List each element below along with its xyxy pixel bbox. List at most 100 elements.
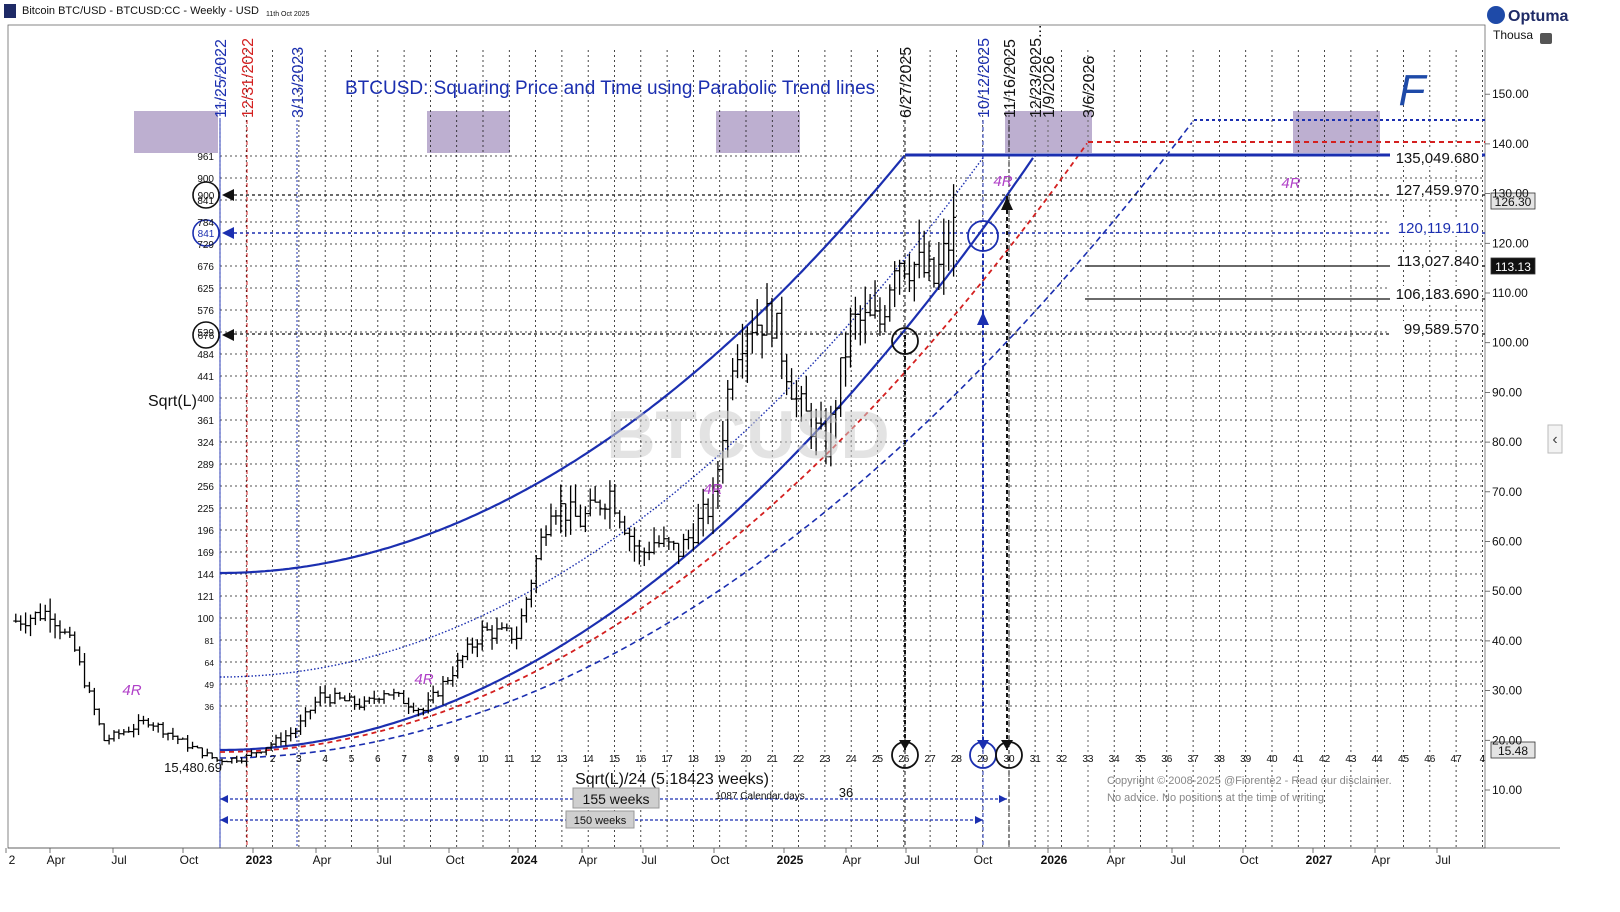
price-bar bbox=[857, 305, 863, 346]
price-bar bbox=[892, 261, 898, 308]
span-155-weeks-head-left bbox=[220, 795, 228, 803]
price-bar bbox=[253, 752, 259, 758]
price-bar bbox=[499, 622, 505, 630]
time-axis-label: Jul bbox=[641, 853, 656, 867]
week-count-label: 30 bbox=[1003, 754, 1015, 765]
price-bar bbox=[57, 620, 63, 640]
app-icon bbox=[4, 4, 16, 18]
sqrt-tick-label: 841 bbox=[197, 196, 214, 207]
week-count-label: 11 bbox=[504, 754, 515, 765]
price-bar bbox=[587, 488, 593, 517]
author-logo: F bbox=[1399, 66, 1428, 115]
price-bar bbox=[371, 690, 377, 704]
week-count-label: 45 bbox=[1398, 754, 1410, 765]
time-axis-label: Apr bbox=[579, 853, 598, 867]
time-axis-label: Oct bbox=[1240, 853, 1259, 867]
sqrt-tick-label: 729 bbox=[197, 240, 214, 251]
time-axis-label: 2027 bbox=[1306, 853, 1333, 867]
week-count-label: 34 bbox=[1109, 754, 1121, 765]
week-count-label: 28 bbox=[951, 754, 963, 765]
price-bar bbox=[28, 614, 34, 637]
right-axis-label: 100.00 bbox=[1492, 336, 1529, 350]
price-bar bbox=[239, 757, 245, 764]
week-count-label: 6 bbox=[375, 754, 381, 765]
astro-symbol: 4R bbox=[1281, 175, 1300, 192]
circled-level-arrow bbox=[222, 227, 234, 239]
sqrt-tick-label: 576 bbox=[197, 306, 214, 317]
price-bar bbox=[307, 709, 313, 720]
price-bar bbox=[406, 697, 412, 714]
price-bar bbox=[519, 608, 525, 640]
price-bar bbox=[607, 480, 613, 529]
right-axis-label: 50.00 bbox=[1492, 584, 1522, 598]
price-bar bbox=[391, 688, 397, 700]
right-axis-label: 80.00 bbox=[1492, 435, 1522, 449]
price-bar bbox=[145, 718, 151, 728]
price-bar bbox=[759, 324, 765, 359]
price-level-bg bbox=[1390, 220, 1482, 236]
vertical-date-label: 3/6/2026 bbox=[1081, 56, 1098, 118]
price-level-label: 99,589.570 bbox=[1404, 321, 1479, 338]
brand-name: Optuma bbox=[1508, 8, 1569, 25]
price-bar bbox=[317, 686, 323, 707]
price-bar bbox=[312, 696, 318, 714]
arrow-up-blue bbox=[977, 312, 989, 325]
price-bar bbox=[779, 296, 785, 380]
price-bar bbox=[347, 692, 353, 702]
price-bar bbox=[170, 727, 176, 740]
price-bar bbox=[445, 677, 451, 685]
date-stamp: 11th Oct 2025 bbox=[266, 11, 310, 18]
price-bar bbox=[509, 627, 515, 644]
right-axis-label: 110.00 bbox=[1492, 286, 1528, 300]
price-bar bbox=[931, 257, 937, 288]
week-count-label: 26 bbox=[898, 754, 910, 765]
shaded-time-box bbox=[716, 111, 800, 153]
week-count-label: 47 bbox=[1451, 754, 1463, 765]
price-bar bbox=[86, 681, 92, 694]
price-bar bbox=[96, 708, 102, 726]
price-bar bbox=[744, 326, 750, 383]
red-parabola bbox=[220, 142, 1088, 753]
right-axis-label: 130.00 bbox=[1492, 187, 1529, 201]
time-axis-label: 2024 bbox=[511, 853, 538, 867]
price-bar bbox=[185, 735, 191, 752]
price-bar bbox=[430, 685, 436, 704]
chevron-left-icon: ‹ bbox=[1552, 431, 1557, 448]
price-bar bbox=[847, 307, 853, 368]
chart-title: BTCUSD: Squaring Price and Time using Pa… bbox=[345, 78, 875, 99]
price-bar bbox=[789, 368, 795, 400]
price-bar bbox=[941, 218, 947, 295]
price-bar bbox=[887, 284, 893, 322]
price-bar bbox=[302, 707, 308, 728]
week-count-label: 41 bbox=[1293, 754, 1305, 765]
price-bar bbox=[72, 631, 78, 652]
week-count-label: 19 bbox=[714, 754, 726, 765]
week-count-label: 33 bbox=[1082, 754, 1094, 765]
price-bar bbox=[730, 358, 736, 401]
price-bar bbox=[798, 385, 804, 422]
price-bar bbox=[229, 757, 235, 764]
price-bar bbox=[548, 503, 554, 537]
price-bar bbox=[337, 691, 343, 700]
price-bar bbox=[91, 687, 97, 716]
price-bar bbox=[627, 527, 633, 552]
sqrt-tick-label: 529 bbox=[197, 328, 214, 339]
week-count-label: 4 bbox=[322, 754, 328, 765]
price-bar bbox=[322, 685, 328, 704]
price-bar bbox=[818, 401, 824, 430]
week-count-label: 3 bbox=[296, 754, 302, 765]
side-panel-toggle[interactable] bbox=[1547, 424, 1563, 454]
price-bar bbox=[435, 690, 441, 697]
dashed-parabola bbox=[220, 122, 1193, 759]
week-count-label: 42 bbox=[1319, 754, 1331, 765]
sqrt-tick-label: 289 bbox=[197, 460, 214, 471]
right-axis-label: 90.00 bbox=[1492, 385, 1522, 399]
week-count-label: 2 bbox=[270, 754, 276, 765]
time-axis-label: 2026 bbox=[1041, 853, 1068, 867]
price-bar bbox=[725, 379, 731, 458]
week-count-label: 18 bbox=[688, 754, 700, 765]
price-bar bbox=[332, 687, 338, 705]
right-axis-label: 70.00 bbox=[1492, 485, 1522, 499]
lock-icon[interactable] bbox=[1540, 33, 1552, 44]
